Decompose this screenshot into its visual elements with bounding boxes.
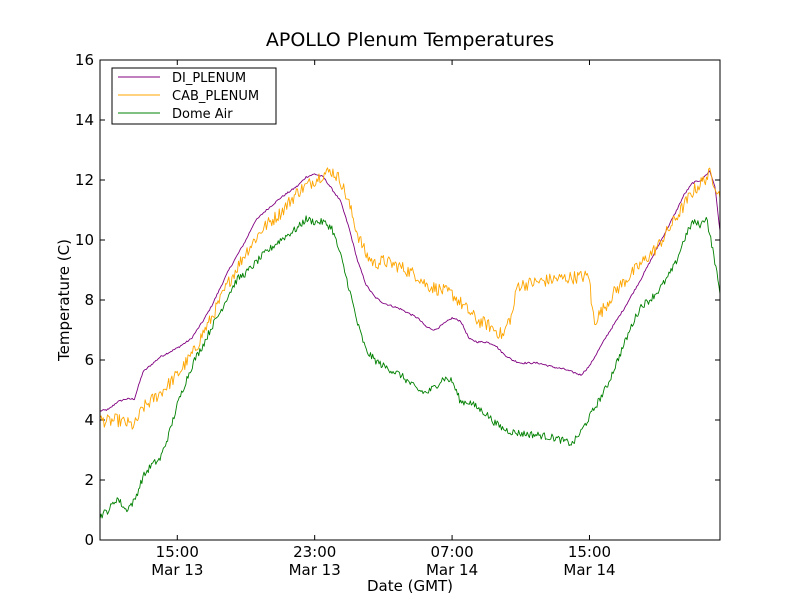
y-tick-label: 0 [84, 531, 94, 549]
chart-title: APOLLO Plenum Temperatures [266, 29, 554, 51]
y-tick-label: 2 [84, 471, 94, 489]
legend-label: Dome Air [172, 107, 233, 122]
series-layer [99, 167, 721, 519]
y-tick-label: 4 [84, 411, 94, 429]
plot-frame [99, 59, 721, 541]
x-tick-date-label: Mar 13 [289, 561, 341, 579]
x-tick-time-label: 23:00 [293, 543, 336, 561]
y-tick-label: 10 [75, 231, 94, 249]
y-tick-label: 8 [84, 291, 94, 309]
legend: DI_PLENUM CAB_PLENUM Dome Air [111, 67, 277, 125]
y-tick-label: 14 [75, 111, 94, 129]
y-tick-label: 16 [75, 51, 94, 69]
series-line-di-plenum [99, 170, 721, 412]
x-tick-date-label: Mar 14 [426, 561, 478, 579]
series-line-dome-air [99, 215, 721, 519]
y-axis-label: Temperature (C) [55, 239, 73, 362]
series-line-cab-plenum [99, 167, 721, 430]
x-tick-time-label: 15:00 [568, 543, 611, 561]
x-tick-time-label: 15:00 [156, 543, 199, 561]
x-tick-date-label: Mar 14 [563, 561, 615, 579]
y-tick-label: 12 [75, 171, 94, 189]
y-tick-label: 6 [84, 351, 94, 369]
legend-label: CAB_PLENUM [172, 89, 259, 104]
x-tick-date-label: Mar 13 [151, 561, 203, 579]
x-axis-label: Date (GMT) [367, 577, 453, 595]
x-tick-time-label: 07:00 [430, 543, 473, 561]
legend-label: DI_PLENUM [172, 71, 246, 86]
